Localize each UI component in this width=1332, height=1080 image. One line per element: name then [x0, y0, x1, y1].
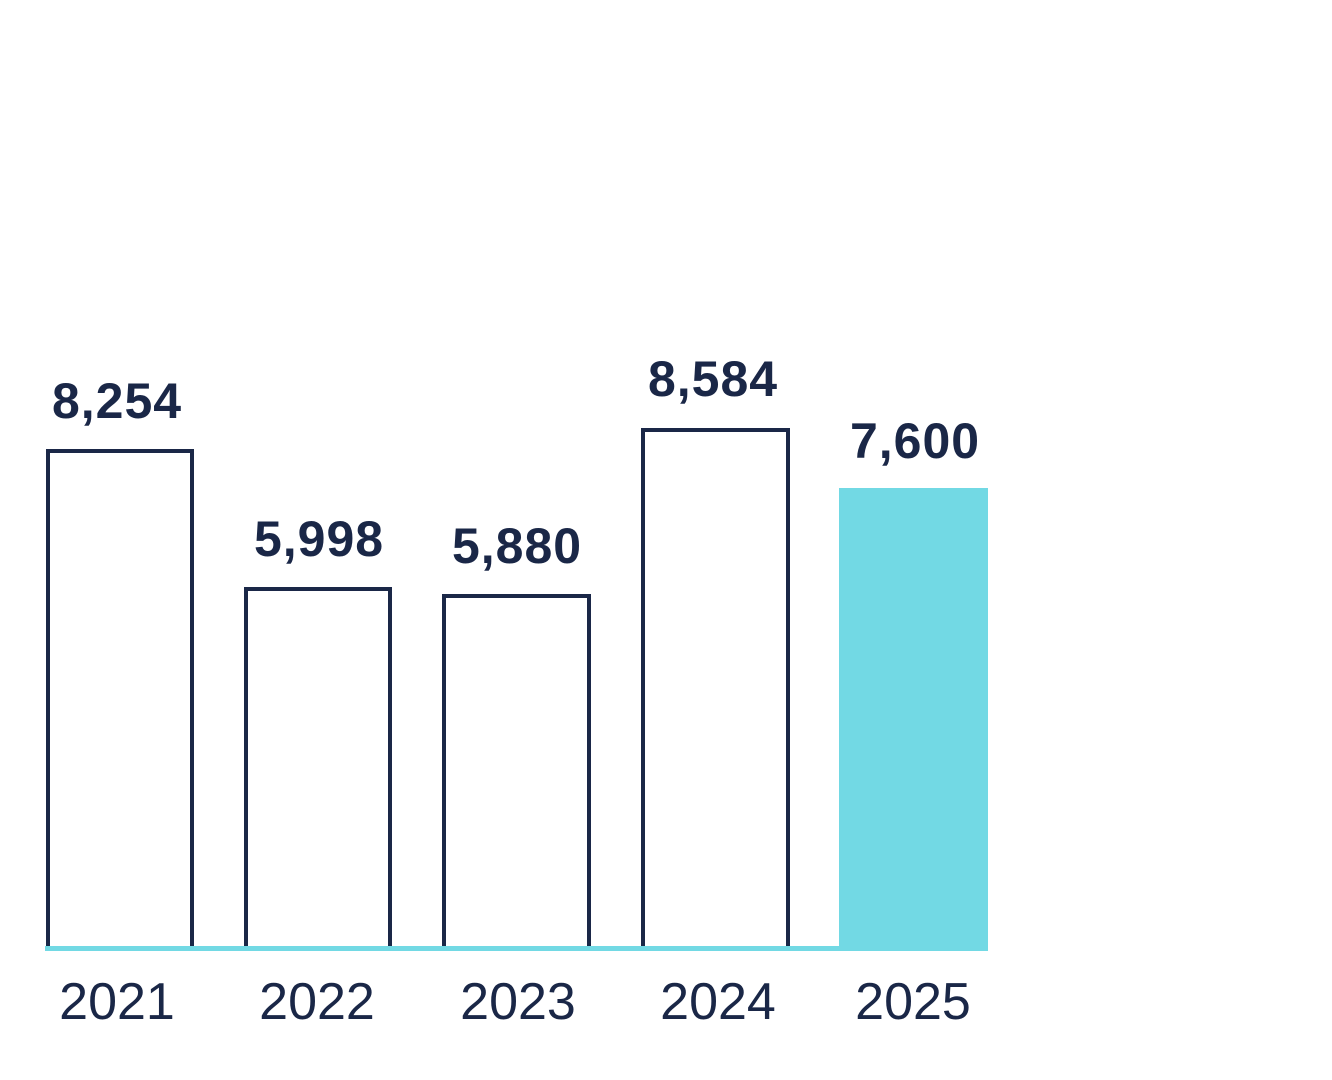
x-label-2022: 2022: [259, 973, 375, 1031]
value-label-2023: 5,880: [451, 518, 583, 574]
value-label-2021: 8,254: [51, 373, 183, 429]
value-label-2024: 8,584: [647, 351, 779, 407]
value-label-2022: 5,998: [253, 511, 385, 567]
bar-2023: [442, 594, 591, 948]
x-label-2024: 2024: [660, 973, 776, 1031]
x-label-2021: 2021: [59, 973, 175, 1031]
x-label-2023: 2023: [460, 973, 576, 1031]
bar-2025: [839, 488, 988, 951]
bar-2024: [641, 428, 790, 948]
x-axis-baseline: [45, 946, 988, 951]
bar-2021: [46, 449, 194, 948]
bar-2022: [244, 587, 392, 948]
value-label-2025: 7,600: [849, 413, 981, 469]
x-label-2025: 2025: [855, 973, 971, 1031]
